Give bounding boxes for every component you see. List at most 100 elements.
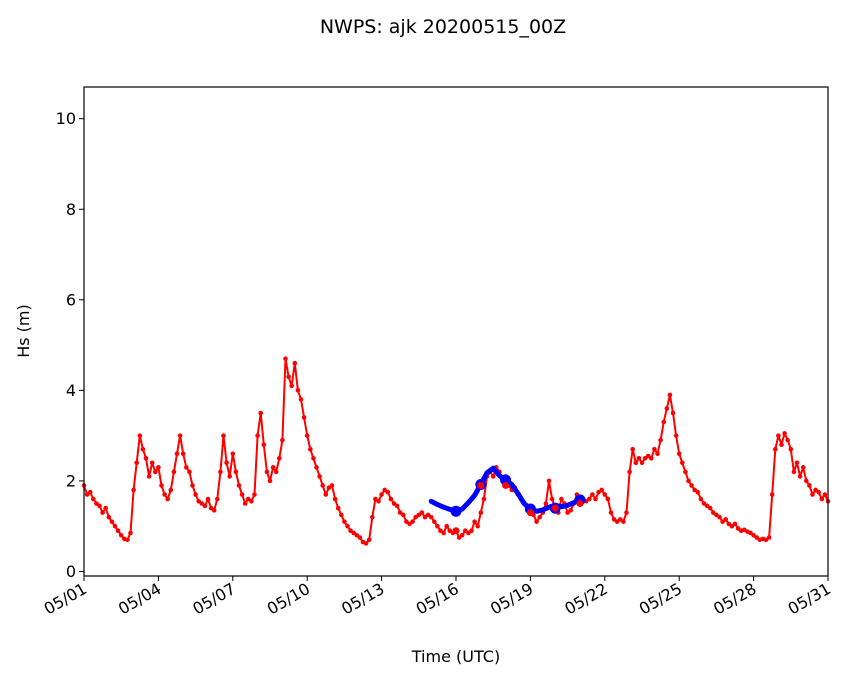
observed-point: [320, 483, 326, 488]
observed-point: [534, 519, 539, 524]
observed-point: [184, 465, 189, 470]
observed-point: [791, 469, 797, 475]
y-tick-label: 4: [66, 381, 76, 400]
observed-point: [239, 492, 245, 497]
observed-point: [432, 519, 437, 524]
observed-point: [689, 483, 694, 488]
observed-point: [664, 406, 670, 411]
observed-point: [385, 489, 391, 495]
observed-point: [630, 446, 635, 452]
observed-point: [683, 469, 688, 475]
observed-point: [118, 532, 124, 538]
observed-point: [670, 410, 676, 416]
observed-point: [469, 528, 474, 534]
observed-point: [87, 489, 93, 495]
y-tick-label: 2: [66, 471, 76, 490]
observed-point: [441, 530, 446, 536]
x-tick-label: 05/01: [41, 579, 90, 619]
observed-point: [773, 446, 778, 452]
observed-point: [165, 496, 170, 502]
observed-point: [658, 437, 663, 443]
observed-point: [782, 431, 787, 436]
observed-point: [91, 496, 96, 502]
y-tick-label: 10: [56, 109, 76, 128]
observed-point: [233, 469, 239, 475]
observed-point: [636, 455, 642, 461]
y-axis-label: Hs (m): [14, 304, 33, 358]
observed-point: [100, 510, 105, 515]
observed-point: [816, 489, 821, 495]
x-tick-label: 05/10: [264, 579, 313, 619]
x-axis-label: Time (UTC): [411, 647, 500, 666]
observed-point: [599, 487, 604, 493]
observed-point: [211, 508, 217, 513]
observed-point: [125, 537, 130, 543]
x-axis: 05/01 05/04 05/07 05/10 05/13 05/16 05/19 05/22…: [41, 576, 834, 619]
observed-point: [277, 455, 282, 461]
x-tick-label: 05/28: [710, 579, 759, 619]
observed-point: [112, 523, 118, 529]
x-tick-label: 05/22: [561, 579, 610, 619]
observed-point: [289, 383, 295, 389]
observed-point: [459, 532, 465, 538]
observed-point: [283, 356, 288, 361]
observed-point: [428, 514, 434, 520]
observed-point: [218, 469, 223, 475]
observed-point: [472, 519, 477, 524]
y-tick-label: 0: [66, 562, 76, 581]
forecast-marker: [450, 505, 462, 517]
observed-point: [593, 496, 598, 502]
observed-point: [680, 460, 685, 466]
observed-point: [168, 487, 174, 493]
observed-point: [193, 492, 198, 497]
observed-point: [401, 512, 406, 518]
observed-point: [332, 496, 338, 502]
observed-point: [267, 478, 273, 484]
y-tick-label: 8: [66, 200, 76, 219]
observed-point: [627, 469, 632, 475]
observed-point: [649, 455, 654, 461]
observed-point: [308, 446, 313, 452]
plot-frame: [83, 86, 829, 577]
observed-point: [180, 451, 186, 457]
observed-point: [301, 415, 307, 420]
observed-point: [162, 492, 167, 497]
observed-point: [686, 478, 691, 484]
observed-point: [249, 498, 254, 504]
observed-point: [797, 474, 803, 479]
observed-point: [363, 541, 369, 546]
observed-point: [537, 514, 542, 520]
observed-point: [273, 469, 279, 475]
observed-point: [673, 433, 679, 438]
observed-point: [103, 505, 108, 511]
observed-point: [153, 469, 158, 475]
observed-point: [621, 519, 626, 524]
observed-point: [376, 498, 381, 504]
x-tick-label: 05/31: [785, 579, 834, 619]
observed-point: [435, 523, 440, 529]
observed-marker: [477, 481, 485, 489]
observed-point: [379, 492, 384, 497]
observed-point: [115, 528, 121, 534]
observed-point: [804, 478, 809, 484]
observed-point: [261, 442, 267, 447]
observed-point: [156, 465, 161, 470]
observed-point: [667, 392, 673, 398]
observed-point: [559, 496, 564, 502]
observed-point: [810, 492, 815, 497]
observed-point: [323, 492, 329, 497]
forecast-marker: [500, 474, 512, 486]
observed-marker: [526, 509, 534, 517]
observed-point: [205, 496, 211, 502]
observed-point: [608, 510, 614, 515]
observed-point: [549, 496, 555, 502]
observed-point: [624, 510, 629, 515]
observed-point: [633, 460, 639, 466]
observed-point: [236, 483, 242, 488]
x-tick-label: 05/16: [413, 579, 462, 619]
observed-point: [270, 465, 276, 470]
observed-point: [143, 455, 149, 461]
observed-point: [97, 503, 102, 509]
observed-point: [298, 397, 304, 402]
